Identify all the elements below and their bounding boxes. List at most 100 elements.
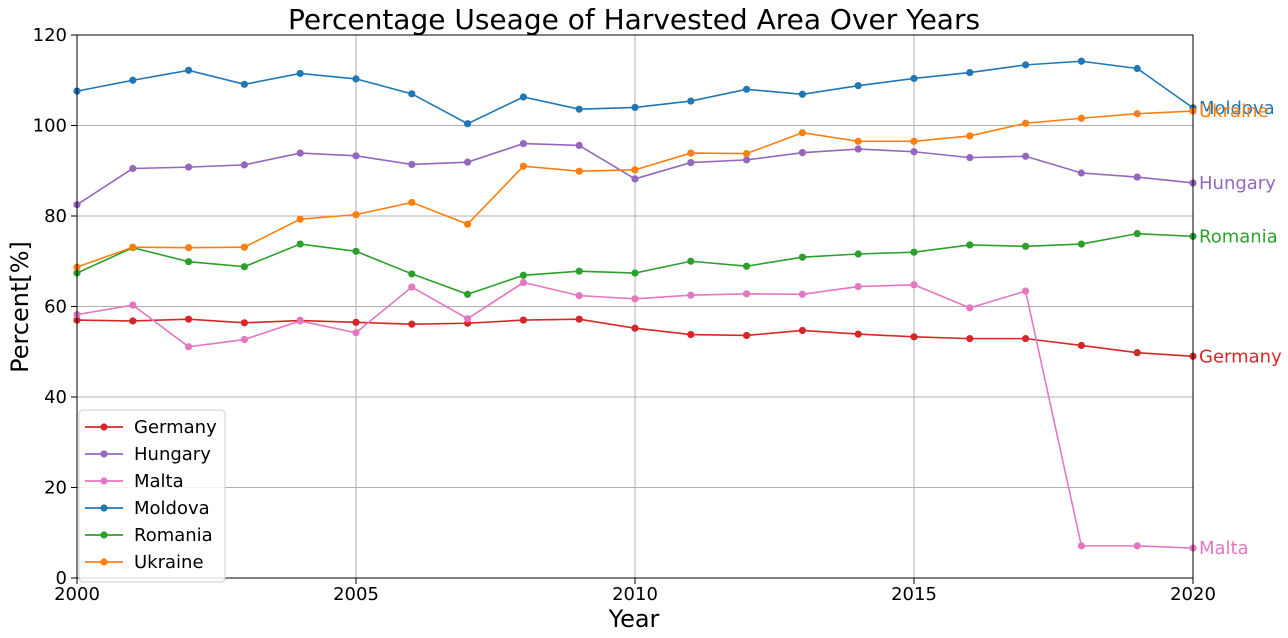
data-point-romania xyxy=(966,241,974,249)
series-hungary xyxy=(73,140,1197,209)
data-point-hungary xyxy=(352,152,360,160)
data-point-moldova xyxy=(408,90,416,98)
x-tick-label: 2015 xyxy=(891,584,937,605)
data-point-hungary xyxy=(519,140,528,148)
data-point-malta xyxy=(854,282,862,291)
data-point-malta xyxy=(1022,287,1030,295)
data-point-moldova xyxy=(966,68,974,77)
data-point-moldova xyxy=(352,75,360,83)
data-point-moldova xyxy=(519,93,528,101)
legend-swatch-marker xyxy=(100,423,108,431)
data-point-ukraine xyxy=(352,211,360,219)
data-point-ukraine xyxy=(408,198,416,207)
legend-label: Ukraine xyxy=(134,552,204,573)
data-point-malta xyxy=(408,283,416,291)
data-point-malta xyxy=(296,317,304,325)
data-point-ukraine xyxy=(464,220,472,228)
data-point-ukraine xyxy=(1133,110,1141,118)
x-tick-label: 2000 xyxy=(54,584,100,605)
end-label-hungary: Hungary xyxy=(1199,173,1276,194)
legend-swatch-marker xyxy=(100,477,108,485)
legend-item-romania: Romania xyxy=(85,525,213,546)
y-tick-label: 100 xyxy=(33,116,67,137)
legend-swatch-marker xyxy=(100,504,108,512)
data-point-moldova xyxy=(296,69,304,78)
data-point-hungary xyxy=(966,154,974,162)
legend-label: Germany xyxy=(134,417,217,438)
data-point-moldova xyxy=(185,66,193,74)
data-point-ukraine xyxy=(575,167,583,175)
data-point-germany xyxy=(519,316,528,324)
series-ukraine xyxy=(73,107,1197,271)
data-point-malta xyxy=(910,281,918,289)
series-malta xyxy=(73,278,1197,552)
data-point-romania xyxy=(240,263,248,271)
data-point-germany xyxy=(1077,341,1085,350)
data-point-ukraine xyxy=(129,243,137,251)
end-label-romania: Romania xyxy=(1199,226,1278,247)
data-point-moldova xyxy=(240,80,248,88)
data-point-ukraine xyxy=(798,129,807,137)
series-end-labels: Germany Hungary Malta Moldova Romania Ukraine xyxy=(1199,98,1282,559)
data-point-hungary xyxy=(575,141,583,150)
data-point-moldova xyxy=(743,85,751,93)
data-point-germany xyxy=(575,315,583,323)
series-moldova xyxy=(73,57,1197,128)
data-point-ukraine xyxy=(910,137,918,145)
data-point-romania xyxy=(1133,230,1141,238)
data-point-malta xyxy=(1077,542,1085,550)
data-point-moldova xyxy=(129,76,137,84)
data-point-germany xyxy=(1022,335,1030,343)
data-point-ukraine xyxy=(185,244,193,252)
grid xyxy=(76,34,1194,579)
x-axis-label: Year xyxy=(608,605,660,633)
data-point-romania xyxy=(687,257,695,265)
data-point-malta xyxy=(352,329,360,337)
data-point-hungary xyxy=(798,149,807,157)
data-point-germany xyxy=(129,317,137,325)
legend-swatch-marker xyxy=(100,450,108,458)
end-label-moldova: Moldova xyxy=(1199,98,1275,119)
data-point-germany xyxy=(408,320,416,328)
data-point-ukraine xyxy=(854,137,862,145)
y-tick-label: 60 xyxy=(44,297,67,318)
data-point-hungary xyxy=(910,148,918,156)
data-point-ukraine xyxy=(631,166,639,174)
data-point-moldova xyxy=(910,74,918,83)
data-point-romania xyxy=(743,262,751,270)
legend-item-germany: Germany xyxy=(85,417,217,438)
data-point-ukraine xyxy=(1022,119,1030,127)
data-point-germany xyxy=(240,319,248,327)
data-point-malta xyxy=(464,315,472,323)
legend-label: Hungary xyxy=(134,444,211,465)
data-point-romania xyxy=(352,247,360,255)
data-point-malta xyxy=(1133,542,1141,550)
data-point-moldova xyxy=(854,82,862,90)
end-label-germany: Germany xyxy=(1199,346,1282,367)
data-point-germany xyxy=(743,331,751,340)
data-point-romania xyxy=(519,271,528,279)
legend-label: Moldova xyxy=(134,498,210,519)
data-point-malta xyxy=(519,278,528,287)
y-tick-label: 120 xyxy=(33,25,67,46)
data-point-germany xyxy=(185,315,193,323)
data-point-malta xyxy=(575,292,583,300)
data-point-malta xyxy=(743,290,751,298)
data-point-germany xyxy=(798,326,807,335)
legend-label: Romania xyxy=(134,525,213,546)
data-point-romania xyxy=(854,250,862,258)
series-germany xyxy=(73,315,1197,360)
series-layer xyxy=(73,57,1197,552)
data-point-romania xyxy=(1022,242,1030,250)
x-tick-label: 2020 xyxy=(1170,584,1216,605)
y-tick-label: 40 xyxy=(44,387,67,408)
data-point-romania xyxy=(575,267,583,275)
legend-label: Malta xyxy=(134,471,184,492)
data-point-malta xyxy=(631,295,639,303)
data-point-romania xyxy=(1077,240,1085,248)
x-tick-label: 2010 xyxy=(612,584,658,605)
data-point-romania xyxy=(464,290,472,298)
data-point-germany xyxy=(854,330,862,338)
y-tick-label: 80 xyxy=(44,206,67,227)
y-axis-label: Percent[%] xyxy=(6,241,34,373)
